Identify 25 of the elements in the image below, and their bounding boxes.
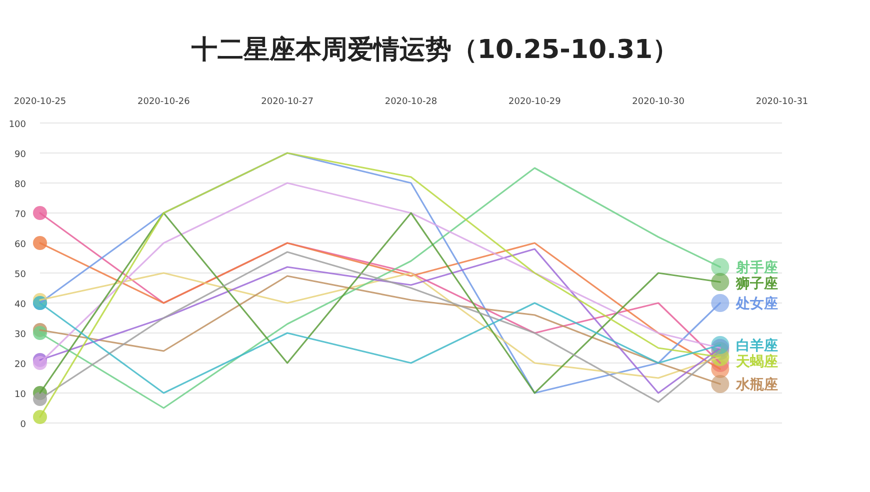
y-tick-label: 80 bbox=[14, 180, 26, 190]
x-tick-label: 2020-10-27 bbox=[261, 97, 314, 107]
y-tick-label: 30 bbox=[14, 330, 26, 340]
y-tick-label: 100 bbox=[8, 120, 26, 130]
series-label: 射手座 bbox=[735, 259, 778, 276]
series-label: 白羊座 bbox=[736, 337, 778, 354]
series-label: 天蝎座 bbox=[735, 353, 778, 370]
y-tick-label: 50 bbox=[14, 270, 26, 280]
series-label: 狮子座 bbox=[735, 275, 778, 292]
y-tick-label: 0 bbox=[20, 420, 26, 430]
y-tick-label: 90 bbox=[14, 150, 26, 160]
series-label: 处女座 bbox=[735, 295, 778, 312]
y-tick-label: 70 bbox=[14, 210, 26, 220]
x-tick-label: 2020-10-29 bbox=[508, 97, 562, 107]
chart-title: 十二星座本周爱情运势（10.25-10.31） bbox=[190, 35, 679, 65]
series-label: 水瓶座 bbox=[735, 376, 778, 393]
x-tick-label: 2020-10-25 bbox=[14, 97, 66, 107]
x-tick-label: 2020-10-30 bbox=[632, 97, 685, 107]
y-tick-label: 20 bbox=[14, 360, 26, 370]
y-tick-label: 60 bbox=[14, 240, 26, 250]
y-tick-label: 10 bbox=[14, 390, 26, 400]
x-tick-label: 2020-10-31 bbox=[756, 97, 808, 107]
x-tick-label: 2020-10-26 bbox=[138, 97, 190, 107]
y-tick-label: 40 bbox=[14, 300, 26, 310]
x-tick-label: 2020-10-28 bbox=[384, 97, 438, 107]
